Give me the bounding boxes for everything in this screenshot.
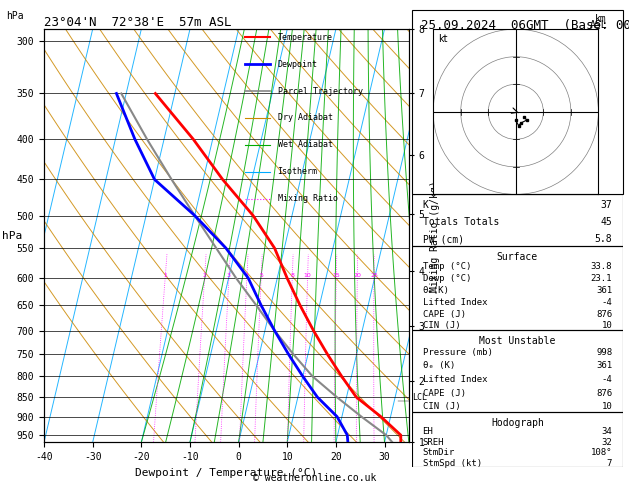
Text: -4: -4 xyxy=(601,298,612,307)
Y-axis label: Mixing Ratio (g/kg): Mixing Ratio (g/kg) xyxy=(430,180,440,292)
Text: 23.1: 23.1 xyxy=(591,274,612,283)
Text: Pressure (mb): Pressure (mb) xyxy=(423,348,493,357)
Text: 34: 34 xyxy=(601,427,612,435)
Text: Dewpoint: Dewpoint xyxy=(277,60,318,69)
Text: Totals Totals: Totals Totals xyxy=(423,217,499,227)
Text: 998: 998 xyxy=(596,348,612,357)
Text: 10: 10 xyxy=(601,321,612,330)
Text: EH: EH xyxy=(423,427,433,435)
Text: 15: 15 xyxy=(332,273,340,278)
Text: Temp (°C): Temp (°C) xyxy=(423,262,471,272)
Text: km: km xyxy=(595,14,607,24)
Text: hPa: hPa xyxy=(2,231,22,241)
Text: 32: 32 xyxy=(601,437,612,447)
Text: 5.8: 5.8 xyxy=(594,234,612,244)
Text: Parcel Trajectory: Parcel Trajectory xyxy=(277,87,362,96)
Text: 7: 7 xyxy=(607,459,612,469)
Text: 5: 5 xyxy=(259,273,263,278)
Text: 2: 2 xyxy=(203,273,206,278)
Text: 25.09.2024  06GMT  (Base: 00): 25.09.2024 06GMT (Base: 00) xyxy=(421,19,629,33)
Text: 876: 876 xyxy=(596,310,612,319)
Text: 3: 3 xyxy=(227,273,231,278)
Text: Mixing Ratio: Mixing Ratio xyxy=(277,194,338,203)
X-axis label: Dewpoint / Temperature (°C): Dewpoint / Temperature (°C) xyxy=(135,468,318,478)
Text: 37: 37 xyxy=(601,200,612,210)
Text: 4: 4 xyxy=(245,273,249,278)
Text: LCL: LCL xyxy=(413,393,428,401)
Text: 361: 361 xyxy=(596,362,612,370)
Text: Wet Adiabat: Wet Adiabat xyxy=(277,140,333,149)
Text: Temperature: Temperature xyxy=(277,33,333,42)
Text: Dewp (°C): Dewp (°C) xyxy=(423,274,471,283)
Text: PW (cm): PW (cm) xyxy=(423,234,464,244)
Text: StmDir: StmDir xyxy=(423,449,455,457)
Text: 1: 1 xyxy=(164,273,167,278)
Text: 108°: 108° xyxy=(591,449,612,457)
Text: CAPE (J): CAPE (J) xyxy=(423,310,465,319)
Text: 10: 10 xyxy=(304,273,311,278)
Text: CAPE (J): CAPE (J) xyxy=(423,389,465,398)
Text: CIN (J): CIN (J) xyxy=(423,321,460,330)
Text: Most Unstable: Most Unstable xyxy=(479,336,555,346)
Text: 876: 876 xyxy=(596,389,612,398)
Text: Lifted Index: Lifted Index xyxy=(423,298,487,307)
Text: StmSpd (kt): StmSpd (kt) xyxy=(423,459,482,469)
Text: 45: 45 xyxy=(601,217,612,227)
Text: SREH: SREH xyxy=(423,437,444,447)
Text: θₑ (K): θₑ (K) xyxy=(423,362,455,370)
Text: 33.8: 33.8 xyxy=(591,262,612,272)
Text: -4: -4 xyxy=(601,375,612,384)
Text: 8: 8 xyxy=(291,273,294,278)
Text: Hodograph: Hodograph xyxy=(491,417,544,428)
Text: θₑ(K): θₑ(K) xyxy=(423,286,449,295)
Text: K: K xyxy=(423,200,428,210)
Text: 20: 20 xyxy=(353,273,361,278)
Text: 25: 25 xyxy=(370,273,378,278)
Text: Dry Adiabat: Dry Adiabat xyxy=(277,113,333,122)
Text: © weatheronline.co.uk: © weatheronline.co.uk xyxy=(253,473,376,483)
Text: 10: 10 xyxy=(601,402,612,411)
Text: Lifted Index: Lifted Index xyxy=(423,375,487,384)
Text: CIN (J): CIN (J) xyxy=(423,402,460,411)
Text: kt: kt xyxy=(438,34,448,44)
Text: 23°04'N  72°38'E  57m ASL: 23°04'N 72°38'E 57m ASL xyxy=(44,16,231,29)
Text: 361: 361 xyxy=(596,286,612,295)
Text: Isotherm: Isotherm xyxy=(277,167,318,176)
Text: Surface: Surface xyxy=(497,252,538,261)
Text: hPa: hPa xyxy=(6,12,24,21)
Text: ASL: ASL xyxy=(589,20,607,30)
